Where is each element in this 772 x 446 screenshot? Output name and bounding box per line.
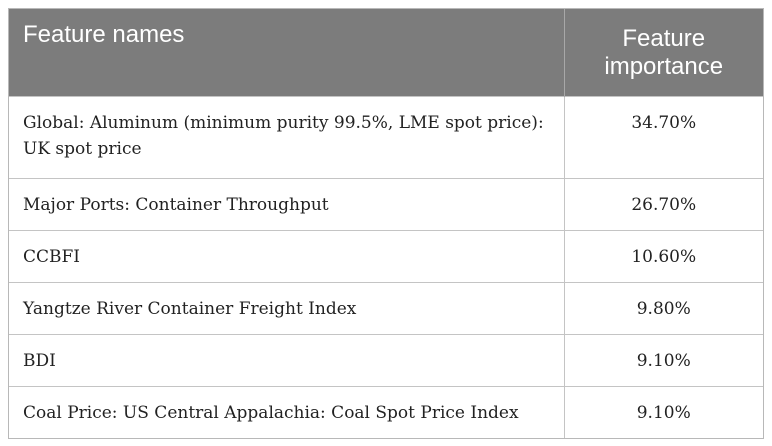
table-row: Yangtze River Container Freight Index 9.…	[9, 281, 763, 334]
table-row: Coal Price: US Central Appalachia: Coal …	[9, 385, 763, 438]
table-row: Major Ports: Container Throughput 26.70%	[9, 177, 763, 230]
feature-importance-cell: 26.70%	[563, 177, 763, 230]
feature-importance-cell: 9.10%	[563, 333, 763, 386]
feature-name-cell: Major Ports: Container Throughput	[9, 177, 564, 230]
feature-name-cell: Yangtze River Container Freight Index	[9, 281, 564, 334]
table: Feature names Feature importance Global:…	[9, 9, 763, 438]
feature-name-cell: Global: Aluminum (minimum purity 99.5%, …	[9, 95, 564, 178]
table-row: CCBFI 10.60%	[9, 229, 763, 282]
feature-importance-cell: 34.70%	[563, 95, 763, 178]
feature-importance-cell: 9.10%	[563, 385, 763, 438]
header-feature-names: Feature names	[23, 21, 185, 48]
feature-name-cell: Coal Price: US Central Appalachia: Coal …	[9, 385, 564, 438]
feature-name-cell: CCBFI	[9, 229, 564, 282]
table-row: BDI 9.10%	[9, 333, 763, 386]
table-header: Feature names Feature importance	[9, 9, 763, 96]
header-row: Feature names Feature importance	[9, 9, 763, 96]
table-row: Global: Aluminum (minimum purity 99.5%, …	[9, 95, 763, 178]
feature-importance-cell: 9.80%	[563, 281, 763, 334]
feature-importance-cell: 10.60%	[563, 229, 763, 282]
table-body: Global: Aluminum (minimum purity 99.5%, …	[9, 95, 763, 438]
feature-importance-table: Feature names Feature importance Global:…	[8, 8, 764, 439]
header-feature-importance: Feature importance	[563, 9, 763, 96]
feature-name-cell: BDI	[9, 333, 564, 386]
